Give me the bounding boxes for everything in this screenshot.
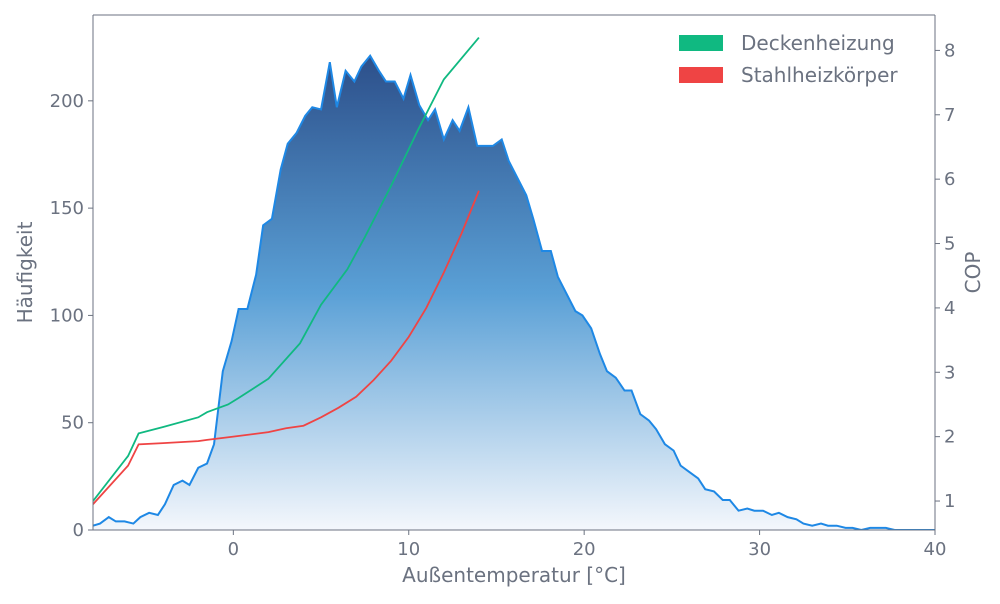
x-axis-label: Außentemperatur [°C] xyxy=(402,563,626,587)
legend-entry-deckenheizung: Deckenheizung xyxy=(741,31,895,55)
x-tick-label: 10 xyxy=(397,539,420,560)
legend: Deckenheizung Stahlheizkörper xyxy=(679,31,898,87)
x-tick-label: 40 xyxy=(924,539,947,560)
frequency-area xyxy=(93,55,935,530)
y2-axis-label: COP xyxy=(961,252,985,294)
series-line-stahlheizkoerper xyxy=(93,190,480,505)
y2-tick-label: 6 xyxy=(944,169,955,190)
y-axis-label: Häufigkeit xyxy=(13,221,37,323)
legend-entry-stahlheizkoerper: Stahlheizkörper xyxy=(741,63,898,87)
y-tick-label: 50 xyxy=(61,413,84,434)
y2-tick-label: 4 xyxy=(944,298,955,319)
frequency-line xyxy=(93,54,935,530)
y2-tick-label: 1 xyxy=(944,491,955,512)
y2-tick-label: 3 xyxy=(944,362,955,383)
legend-swatch xyxy=(679,35,723,51)
y2-tick-label: 8 xyxy=(944,40,955,61)
y2-tick-label: 7 xyxy=(944,105,955,126)
y2-tick-label: 2 xyxy=(944,427,955,448)
x-tick-label: 0 xyxy=(228,539,239,560)
y-tick-label: 100 xyxy=(50,305,84,326)
axes: 0 10 20 30 40 0 50 100 150 200 1 2 3 4 5 6 7 8 xyxy=(50,14,955,560)
x-tick-label: 30 xyxy=(748,539,771,560)
y-tick-label: 150 xyxy=(50,198,84,219)
plot-area xyxy=(93,36,935,530)
legend-swatch xyxy=(679,67,723,83)
series-line-deckenheizung xyxy=(93,36,480,502)
y2-tick-label: 5 xyxy=(944,234,955,255)
y-tick-label: 200 xyxy=(50,91,84,112)
x-tick-label: 20 xyxy=(573,539,596,560)
y-tick-label: 0 xyxy=(73,520,84,541)
